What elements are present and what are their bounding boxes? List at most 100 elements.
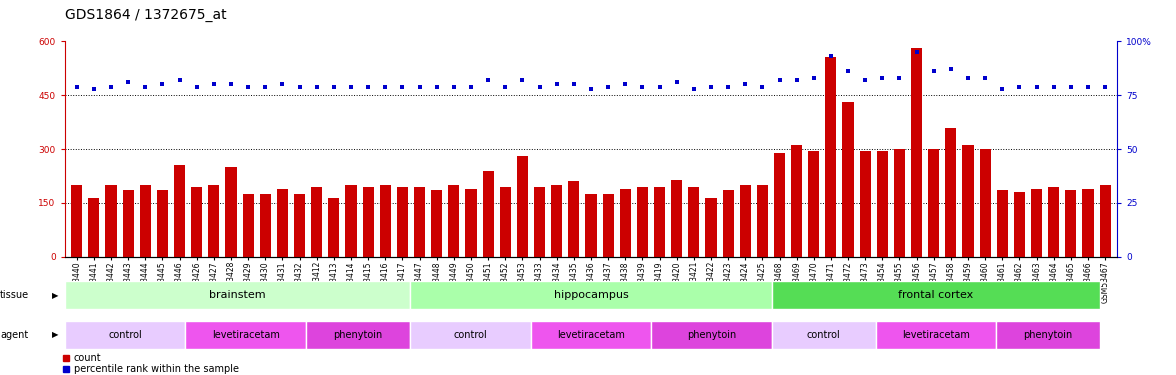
Bar bbox=[516, 156, 528, 257]
Point bbox=[239, 84, 258, 90]
Bar bbox=[722, 190, 734, 257]
Bar bbox=[396, 187, 408, 257]
Point bbox=[1078, 84, 1097, 90]
Bar bbox=[620, 189, 630, 257]
Bar bbox=[688, 187, 700, 257]
Bar bbox=[757, 185, 768, 257]
Bar bbox=[1048, 187, 1060, 257]
Bar bbox=[894, 149, 906, 257]
Point bbox=[1096, 84, 1115, 90]
Bar bbox=[808, 151, 820, 257]
Point bbox=[461, 84, 480, 90]
Bar bbox=[1031, 189, 1042, 257]
Point bbox=[787, 77, 806, 83]
Text: phenytoin: phenytoin bbox=[1023, 330, 1073, 340]
Bar bbox=[328, 198, 340, 257]
Point bbox=[85, 86, 103, 92]
Bar bbox=[466, 189, 476, 257]
Text: phenytoin: phenytoin bbox=[687, 330, 736, 340]
Point bbox=[1062, 84, 1081, 90]
Bar bbox=[774, 153, 786, 257]
Bar bbox=[346, 185, 356, 257]
Bar bbox=[740, 185, 750, 257]
Bar bbox=[946, 128, 956, 257]
Point bbox=[633, 84, 652, 90]
Text: tissue: tissue bbox=[0, 290, 29, 300]
Point bbox=[719, 84, 737, 90]
Bar bbox=[106, 185, 116, 257]
Text: control: control bbox=[807, 330, 841, 340]
Bar bbox=[482, 171, 494, 257]
Text: ▶: ▶ bbox=[52, 291, 59, 300]
Point bbox=[136, 84, 155, 90]
Bar bbox=[552, 185, 562, 257]
Point bbox=[119, 79, 138, 85]
Point bbox=[993, 86, 1011, 92]
Point bbox=[479, 77, 497, 83]
Bar bbox=[962, 146, 974, 257]
Point bbox=[171, 77, 189, 83]
Bar bbox=[602, 194, 614, 257]
Bar bbox=[1065, 190, 1076, 257]
Text: control: control bbox=[453, 330, 487, 340]
Point bbox=[376, 84, 395, 90]
Bar bbox=[122, 190, 134, 257]
Point bbox=[736, 81, 755, 87]
Point bbox=[856, 77, 875, 83]
Point bbox=[564, 81, 583, 87]
Point bbox=[187, 84, 206, 90]
Point bbox=[67, 84, 86, 90]
Point bbox=[307, 84, 326, 90]
Point bbox=[599, 84, 617, 90]
Point bbox=[410, 84, 429, 90]
Point bbox=[838, 68, 857, 74]
Point bbox=[205, 81, 223, 87]
Bar bbox=[140, 185, 151, 257]
Point bbox=[581, 86, 600, 92]
Bar bbox=[1100, 185, 1111, 257]
Bar bbox=[192, 187, 202, 257]
Bar bbox=[414, 187, 425, 257]
Text: levetiracetam: levetiracetam bbox=[902, 330, 970, 340]
Bar bbox=[448, 185, 460, 257]
Point bbox=[702, 84, 721, 90]
Bar bbox=[312, 187, 322, 257]
Point bbox=[1027, 84, 1045, 90]
Bar bbox=[88, 198, 100, 257]
Text: control: control bbox=[108, 330, 142, 340]
Text: percentile rank within the sample: percentile rank within the sample bbox=[74, 364, 239, 374]
Point bbox=[101, 84, 120, 90]
Bar bbox=[380, 185, 390, 257]
Bar bbox=[636, 187, 648, 257]
Text: agent: agent bbox=[0, 330, 28, 340]
Point bbox=[325, 84, 343, 90]
Point bbox=[822, 53, 841, 59]
Point bbox=[804, 75, 823, 81]
Bar bbox=[911, 48, 922, 257]
Bar bbox=[276, 189, 288, 257]
Text: phenytoin: phenytoin bbox=[333, 330, 382, 340]
Bar bbox=[362, 187, 374, 257]
Bar bbox=[860, 151, 870, 257]
Bar bbox=[226, 167, 236, 257]
Bar bbox=[791, 146, 802, 257]
Point bbox=[273, 81, 292, 87]
Point bbox=[924, 68, 943, 74]
Point bbox=[290, 84, 309, 90]
Point bbox=[341, 84, 360, 90]
Text: levetiracetam: levetiracetam bbox=[557, 330, 624, 340]
Point bbox=[958, 75, 977, 81]
Bar bbox=[842, 102, 854, 257]
Point bbox=[907, 49, 926, 55]
Bar bbox=[71, 185, 82, 257]
Point bbox=[427, 84, 446, 90]
Point bbox=[770, 77, 789, 83]
Bar bbox=[208, 185, 220, 257]
Point bbox=[496, 84, 515, 90]
Text: brainstem: brainstem bbox=[209, 290, 266, 300]
Text: frontal cortex: frontal cortex bbox=[898, 290, 974, 300]
Bar bbox=[706, 198, 716, 257]
Bar bbox=[826, 57, 836, 257]
Bar bbox=[432, 190, 442, 257]
Text: levetiracetam: levetiracetam bbox=[212, 330, 280, 340]
